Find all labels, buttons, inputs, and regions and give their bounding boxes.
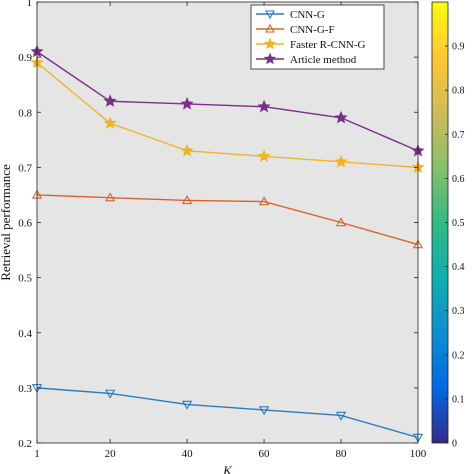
series-line-1 <box>36 194 419 246</box>
y-axis-title: Retrieval performance <box>0 164 13 281</box>
data-point <box>104 192 116 202</box>
data-point <box>258 406 270 416</box>
y-tick-label: 0.5 <box>18 273 32 285</box>
x-tick-label: 40 <box>182 448 194 460</box>
data-point <box>103 116 117 129</box>
x-axis-title: K <box>222 463 233 474</box>
legend-label: CNN-G-F <box>290 24 335 36</box>
x-tick-label: 100 <box>410 448 427 460</box>
plot-area <box>37 2 418 443</box>
colorbar-tick-label: 0.7 <box>452 130 465 141</box>
colorbar-tick-label: 0.8 <box>452 86 465 97</box>
colorbar-tick-label: 0.1 <box>452 394 465 405</box>
y-tick-label: 0.4 <box>18 328 32 340</box>
legend-label: Article method <box>290 54 357 66</box>
x-tick-label: 60 <box>259 448 271 460</box>
colorbar-tick-label: 0.4 <box>452 262 465 273</box>
data-point <box>257 99 271 113</box>
data-point <box>334 154 348 168</box>
colorbar-tick-label: 0.5 <box>452 218 465 229</box>
data-point <box>257 149 271 162</box>
series-line-0 <box>36 387 419 439</box>
data-point <box>181 400 193 410</box>
colorbar-tick-label: 0.9 <box>452 42 465 53</box>
legend-swatch-marker <box>263 37 277 50</box>
colorbar-tick-label: 0.3 <box>452 306 465 317</box>
colorbar-tick-label: 0.6 <box>452 174 465 185</box>
legend-swatch-marker <box>265 23 275 33</box>
data-point <box>335 411 347 421</box>
series-line-3 <box>36 51 419 152</box>
legend-label: Faster R-CNN-G <box>290 39 366 51</box>
data-point <box>180 143 194 157</box>
x-tick-label: 20 <box>105 448 117 460</box>
data-point <box>258 196 270 206</box>
colorbar-tick-label: 0 <box>452 439 457 450</box>
y-tick-label: 0.3 <box>18 383 32 395</box>
x-tick-label: 1 <box>34 448 40 460</box>
x-tick-label: 80 <box>336 448 348 460</box>
data-point <box>104 389 116 399</box>
legend-swatch-marker <box>265 10 275 20</box>
data-point <box>334 110 348 124</box>
y-tick-label: 0.2 <box>18 438 32 450</box>
data-point <box>103 94 117 107</box>
y-tick-label: 0.8 <box>18 107 32 119</box>
legend-label: CNN-G <box>290 9 325 21</box>
colorbar-tick-label: 0.2 <box>452 350 465 361</box>
series-line-2 <box>36 62 419 169</box>
y-tick-label: 0.7 <box>18 162 32 174</box>
data-point <box>181 195 193 205</box>
data-point <box>335 217 347 227</box>
y-tick-label: 1 <box>27 0 33 9</box>
y-tick-label: 0.6 <box>18 218 32 230</box>
y-tick-label: 0.9 <box>18 52 32 64</box>
legend-swatch-marker <box>263 52 277 65</box>
data-point <box>180 97 194 110</box>
